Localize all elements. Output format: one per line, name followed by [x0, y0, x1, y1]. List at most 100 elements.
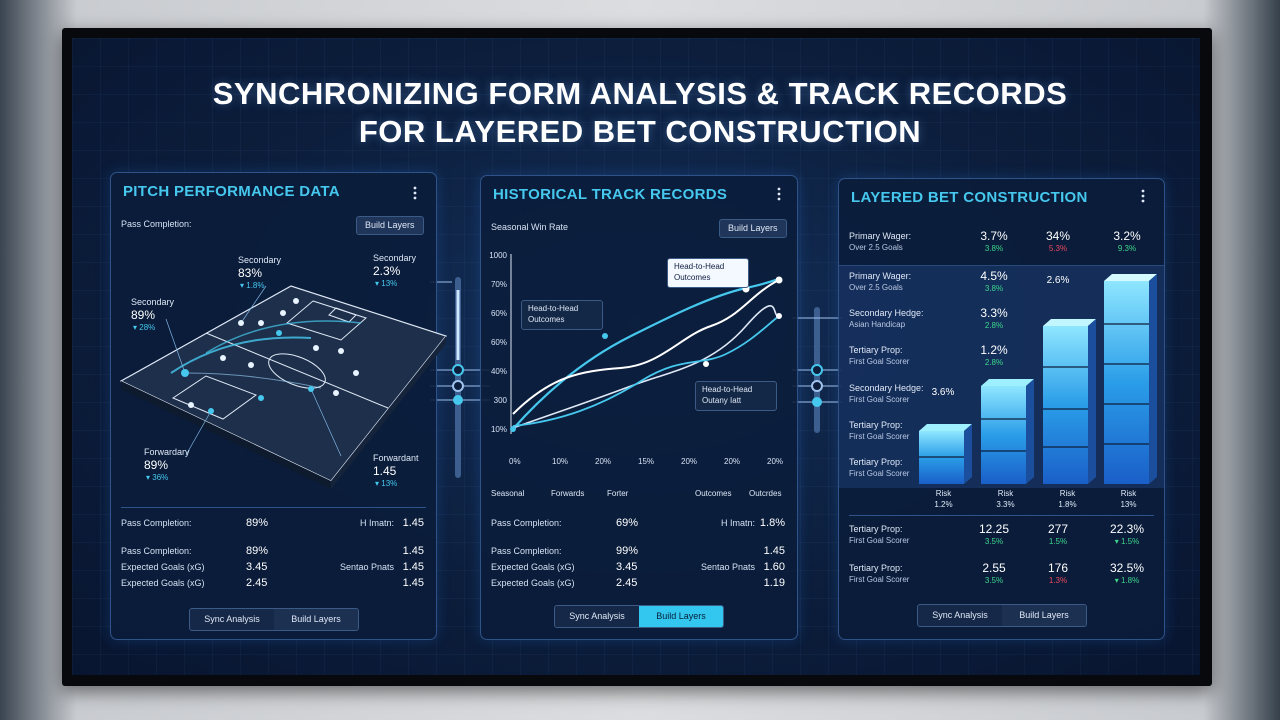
- legend-box: Head-to-Head Outcomes: [521, 300, 603, 330]
- filter[interactable]: Outcrdes: [749, 489, 782, 498]
- y-axis-label: 1000: [489, 251, 507, 260]
- callout-label: Secondary: [238, 255, 282, 265]
- stat-value: 2.45: [616, 577, 638, 589]
- panel-title: LAYERED BET CONSTRUCTION: [851, 189, 1088, 206]
- legend-item: Head-to-Head: [674, 262, 725, 271]
- row-change: 5.3%: [1048, 244, 1068, 253]
- row-label: Primary Wager:: [849, 271, 912, 281]
- risk-label: Risk: [1059, 489, 1076, 498]
- row-change: 2.8%: [984, 321, 1004, 330]
- stat-value: 1.45: [402, 561, 424, 573]
- stat-label: Expected Goals (xG): [491, 562, 575, 572]
- stat-value: 2.45: [246, 577, 268, 589]
- stat-value: 1.45: [763, 545, 785, 557]
- stat-value: 1.45: [402, 517, 424, 529]
- y-axis-label: 70%: [490, 280, 507, 289]
- row-change: 3.8%: [984, 284, 1004, 293]
- legend-item: Outany Iatt: [702, 396, 742, 405]
- row-value: 22.3%: [1109, 522, 1145, 536]
- tab-group: Sync Analysis Build Layers: [917, 604, 1087, 627]
- stat-value: 3.45: [616, 561, 638, 573]
- filter[interactable]: Forter: [607, 489, 629, 498]
- stat-value: 99%: [616, 545, 639, 557]
- row-value: 2.55: [982, 561, 1006, 575]
- row-label: Tertiary Prop:: [849, 524, 903, 534]
- y-axis-label: 10%: [490, 425, 507, 434]
- pitch-panel: PITCH PERFORMANCE DATA Sync Analysis Buil…: [110, 172, 448, 640]
- callout-value: 83%: [238, 266, 263, 280]
- risk-label: Risk: [935, 489, 952, 498]
- callout-change: ▾ 1.8%: [240, 281, 265, 290]
- row-value: 3.2%: [1113, 229, 1141, 243]
- row-label: Secondary Hedge:: [849, 308, 924, 318]
- legend-item: Head-to-Head: [528, 304, 579, 313]
- row-sub: First Goal Scorer: [849, 395, 910, 404]
- y-axis-label: 60%: [490, 309, 507, 318]
- stat-label: Pass Completion:: [491, 546, 562, 556]
- stat-value: 69%: [616, 517, 639, 529]
- risk-value: 1.8%: [1058, 500, 1077, 509]
- callout-label: Forwardary: [144, 447, 190, 457]
- filter[interactable]: Outcomes: [695, 489, 732, 498]
- x-axis-label: 20%: [595, 457, 612, 466]
- row-value: 3.6%: [931, 387, 955, 398]
- callout-value: 89%: [144, 458, 169, 472]
- tab[interactable]: Sync Analysis: [569, 611, 625, 621]
- row-value: 176: [1047, 561, 1069, 575]
- stat-value: 1.45: [402, 545, 424, 557]
- tab-group: Sync Analysis Build Layers: [554, 605, 724, 628]
- row-value: 32.5%: [1109, 561, 1145, 575]
- menu-icon[interactable]: [775, 186, 783, 202]
- legend-item: Outcomes: [674, 273, 711, 282]
- callout-value: 2.3%: [373, 264, 401, 278]
- stat-label: Pass Completion:: [121, 546, 192, 556]
- stat-value: 1.60: [763, 561, 785, 573]
- row-change: 2.8%: [984, 358, 1004, 367]
- legend-item: Head-to-Head: [702, 385, 753, 394]
- stat-value: 1.8%: [759, 517, 785, 529]
- risk-label: Risk: [997, 489, 1014, 498]
- stat-value: 89%: [246, 517, 269, 529]
- stat-label: Sentao Pnats: [339, 562, 394, 572]
- risk-value: 13%: [1120, 500, 1137, 509]
- legend-box: Head-to-Head Outany Iatt: [695, 381, 777, 411]
- row-value: 277: [1047, 522, 1069, 536]
- tab[interactable]: Sync Analysis: [204, 614, 260, 624]
- menu-icon[interactable]: [411, 185, 419, 201]
- callout-label: Forwardant: [373, 453, 419, 463]
- subtitle: Seasonal Win Rate: [491, 222, 569, 232]
- bet-panel: LAYERED BET CONSTRUCTION Sync Analysis Bu…: [838, 178, 1165, 640]
- stat-label: Expected Goals (xG): [121, 562, 205, 572]
- risk-label: Risk: [1120, 489, 1137, 498]
- row-sub: First Goal Scorer: [849, 575, 910, 584]
- y-axis-label: 60%: [490, 338, 507, 347]
- button[interactable]: Build Layers: [356, 216, 424, 235]
- x-axis-label: 0%: [509, 457, 521, 466]
- row-change: 3.8%: [984, 244, 1004, 253]
- row-change: ▾ 1.8%: [1114, 576, 1140, 585]
- filter[interactable]: Seasonal: [491, 489, 525, 498]
- row-value: 3.3%: [980, 306, 1008, 320]
- row-change: 3.5%: [984, 576, 1004, 585]
- tab[interactable]: Build Layers: [1002, 605, 1086, 626]
- x-axis-label: 20%: [724, 457, 741, 466]
- callout-change: ▾ 28%: [133, 323, 156, 332]
- stat-label: Sentao Pnats: [700, 562, 755, 572]
- row-label: Tertiary Prop:: [849, 345, 903, 355]
- x-axis-label: 10%: [552, 457, 569, 466]
- panel-title: PITCH PERFORMANCE DATA: [123, 183, 340, 200]
- stat-value: 1.45: [402, 577, 424, 589]
- row-value: 4.5%: [980, 269, 1008, 283]
- track-panel: HISTORICAL TRACK RECORDS Sync Analysis Bu…: [480, 175, 798, 640]
- filter[interactable]: Forwards: [551, 489, 585, 498]
- row-label: Secondary Hedge:: [849, 383, 924, 393]
- row-sub: First Goal Scorer: [849, 432, 910, 441]
- row-label: Primary Wager:: [849, 231, 912, 241]
- row-value: 34%: [1045, 229, 1071, 243]
- menu-icon[interactable]: [1139, 188, 1147, 204]
- tab[interactable]: Build Layers: [639, 606, 723, 627]
- tab[interactable]: Build Layers: [274, 609, 358, 630]
- tab[interactable]: Sync Analysis: [932, 610, 988, 620]
- button[interactable]: Build Layers: [719, 219, 787, 238]
